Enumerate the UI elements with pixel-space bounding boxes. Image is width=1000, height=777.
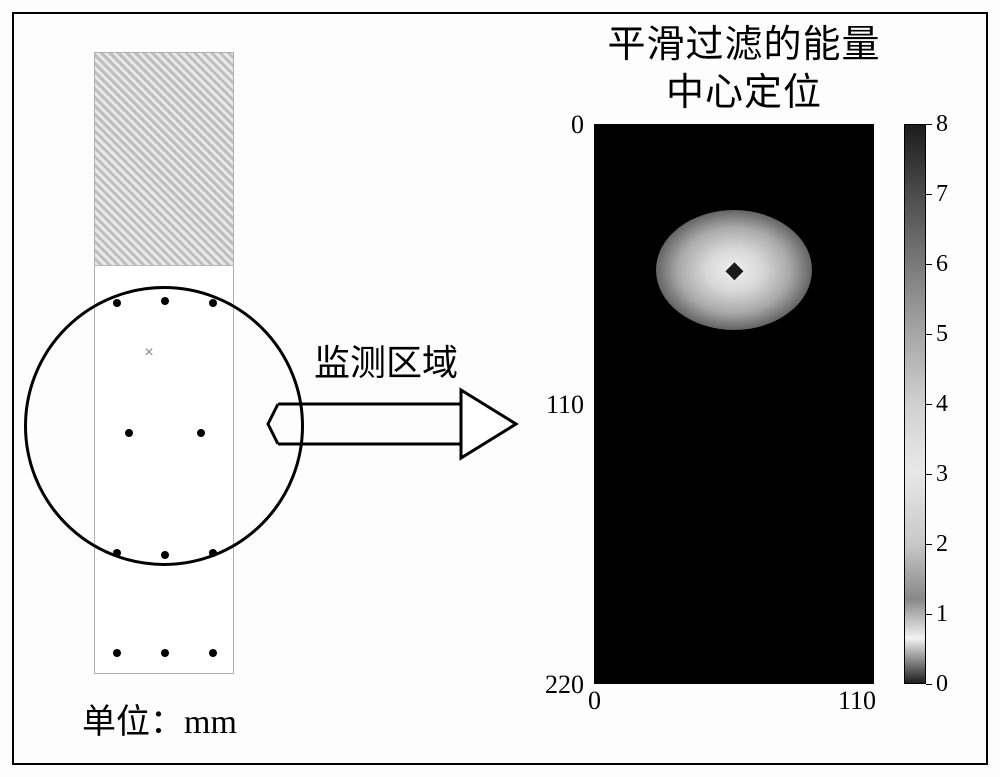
colorbar-gradient [904,124,926,684]
colorbar-tick-label: 6 [936,251,948,278]
sensor-dot [197,429,205,437]
arrow-label: 监测区域 [314,334,458,386]
grip-region [95,53,233,265]
sensor-dot [161,551,169,559]
colorbar-tick-label: 5 [936,321,948,348]
sensor-dot [113,549,121,557]
colorbar-tick-mark [926,124,932,125]
colorbar [904,124,926,684]
sensor-dot [209,549,217,557]
colorbar-tick-label: 2 [936,531,948,558]
sensor-dot [125,429,133,437]
colorbar-tick-mark [926,264,932,265]
colorbar-tick-label: 3 [936,461,948,488]
y-axis-tick: 0 [571,110,584,140]
heatmap-title: 平滑过滤的能量 中心定位 [554,22,934,117]
colorbar-tick-label: 4 [936,391,948,418]
x-axis-tick: 110 [838,686,876,716]
colorbar-tick-mark [926,614,932,615]
sensor-dot [161,297,169,305]
heatmap-title-line2: 中心定位 [666,72,822,114]
heatmap-title-line1: 平滑过滤的能量 [607,24,880,66]
colorbar-tick-label: 1 [936,601,948,628]
figure-frame: × 单位：mm 监测区域 平滑过滤的能量 中心定位 ◆ 011022001108… [12,12,988,765]
sensor-dot [209,649,217,657]
sensor-dot [113,649,121,657]
colorbar-tick-label: 0 [936,671,948,698]
arrow-icon [266,384,526,464]
energy-peak-marker: ◆ [726,262,742,278]
colorbar-tick-label: 7 [936,181,948,208]
colorbar-tick-mark [926,474,932,475]
colorbar-tick-mark [926,194,932,195]
colorbar-tick-mark [926,334,932,335]
y-axis-tick: 220 [545,670,584,700]
colorbar-tick-mark [926,684,932,685]
sensor-dot [209,299,217,307]
grip-divider [95,265,233,266]
unit-label: 单位：mm [82,694,237,743]
specimen-schematic: × [94,52,234,674]
heatmap: ◆ [594,124,874,684]
colorbar-tick-mark [926,544,932,545]
sensor-dot [161,649,169,657]
colorbar-tick-label: 8 [936,111,948,138]
x-axis-tick: 0 [588,686,601,716]
y-axis-tick: 110 [546,390,584,420]
sensor-dot [113,299,121,307]
damage-mark: × [142,346,156,360]
colorbar-tick-mark [926,404,932,405]
